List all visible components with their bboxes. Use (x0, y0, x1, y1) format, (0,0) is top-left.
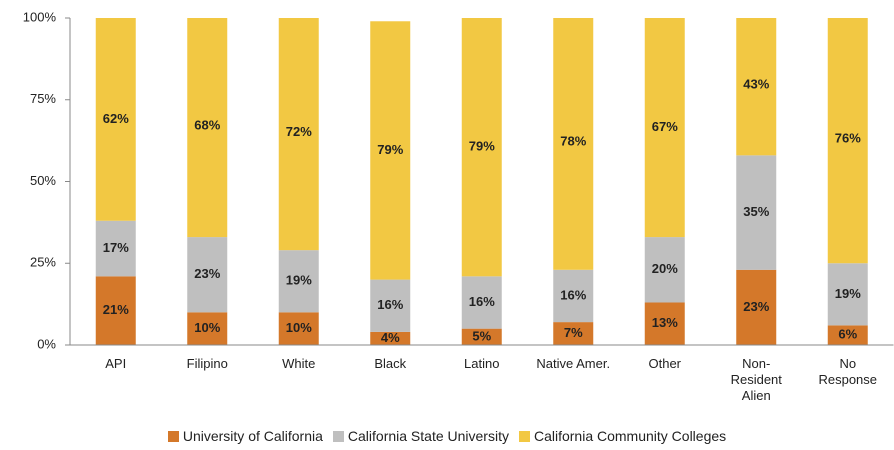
y-tick-label: 75% (30, 91, 56, 106)
bar-segment (644, 302, 685, 345)
x-tick-label: No Response (818, 356, 878, 387)
bar-segment (644, 237, 685, 303)
legend-swatch (332, 431, 344, 442)
chart: 0% 25% 50% 75% 100% 21% 17% 62% 10% 23% 68% 10% 19% 7… (23, 9, 894, 351)
bar-segment (736, 155, 777, 270)
data-label: 20% (652, 261, 678, 276)
data-label: 16% (377, 297, 403, 312)
legend-swatch (167, 431, 179, 442)
data-label: 16% (560, 287, 586, 302)
bar-segment (187, 312, 228, 345)
bar-segment (187, 237, 228, 313)
y-tick-label: 50% (30, 173, 56, 188)
bar-segment (370, 279, 411, 332)
x-tick-label: API (105, 356, 127, 371)
data-label: 6% (838, 327, 857, 342)
data-label: 19% (835, 286, 861, 301)
data-label: 23% (743, 299, 769, 314)
x-tick-label: Black (374, 356, 407, 371)
data-label: 10% (194, 320, 220, 335)
legend-swatch (518, 431, 530, 442)
bar-segment (827, 263, 868, 326)
data-label: 68% (194, 117, 220, 132)
bar-segment (553, 18, 594, 270)
legend-item: California State University (332, 428, 509, 444)
bar-segment (95, 18, 136, 221)
data-label: 17% (103, 240, 129, 255)
data-label: 4% (381, 330, 400, 345)
legend-label: University of California (182, 428, 323, 444)
bar-segment (644, 18, 685, 238)
legend-item: University of California (167, 428, 323, 444)
data-label: 78% (560, 134, 586, 149)
x-tick-label: Native Amer. (536, 356, 611, 371)
data-label: 79% (377, 142, 403, 157)
data-label: 5% (472, 328, 491, 343)
bar-segment (370, 331, 411, 345)
x-tick-label: White (282, 356, 316, 371)
plot-area (95, 18, 868, 345)
data-label: 35% (743, 204, 769, 219)
bar-segment (827, 18, 868, 264)
y-tick-label: 0% (37, 336, 56, 351)
data-label: 13% (652, 315, 678, 330)
bar-segment (278, 18, 319, 251)
bar-segment (736, 269, 777, 345)
legend: University of California California State… (0, 428, 894, 444)
data-label: 19% (286, 273, 312, 288)
legend-label: California State University (347, 428, 509, 444)
data-label: 21% (103, 302, 129, 317)
bar-segment (95, 276, 136, 345)
data-label: 76% (835, 130, 861, 145)
bar-segment (278, 250, 319, 313)
bar-segment (553, 269, 594, 323)
data-label: 16% (469, 294, 495, 309)
x-tick-label: Non-Resident Alien (730, 356, 782, 403)
bar-segment (736, 18, 777, 156)
bar-segment (278, 312, 319, 345)
bar-segment (461, 328, 502, 345)
y-tick-label: 100% (23, 9, 57, 24)
bar-segment (827, 325, 868, 345)
bar-segment (461, 276, 502, 329)
data-label: 67% (652, 119, 678, 134)
legend-label: California Community Colleges (533, 428, 727, 444)
data-label: 62% (103, 111, 129, 126)
data-label: 23% (194, 266, 220, 281)
data-label: 72% (286, 124, 312, 139)
data-label: 43% (743, 76, 769, 91)
y-tick-label: 25% (30, 255, 56, 270)
bar-segment (95, 220, 136, 277)
data-label: 79% (469, 139, 495, 154)
data-label: 10% (286, 320, 312, 335)
bar-segment (187, 18, 228, 238)
bar-segment (461, 18, 502, 277)
x-tick-label: Filipino (186, 356, 228, 371)
data-label: 7% (564, 325, 583, 340)
x-tick-label: Latino (464, 356, 500, 371)
legend-item: California Community Colleges (518, 428, 727, 444)
bar-segment (370, 21, 411, 280)
bar-segment (553, 322, 594, 345)
x-tick-label: Other (648, 356, 681, 371)
